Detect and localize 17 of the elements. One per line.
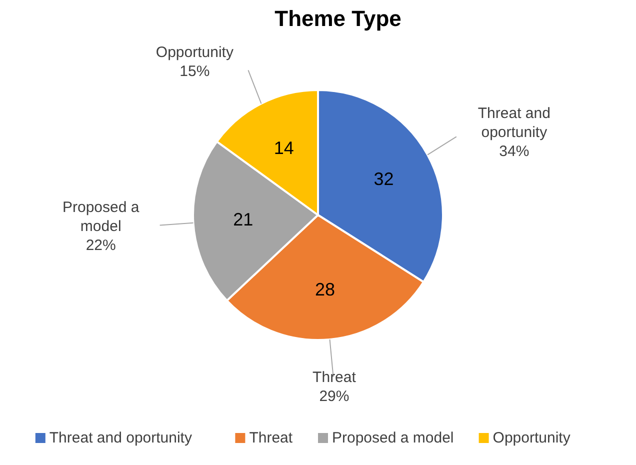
slice-label: Proposed a model <box>62 198 140 235</box>
legend-label: Proposed a model <box>332 430 454 446</box>
text: 32 <box>374 168 394 189</box>
chart-title: Theme Type <box>274 6 402 31</box>
text: 14 <box>274 138 294 158</box>
slice-label: Opportunity <box>156 44 234 61</box>
data-label: 29% <box>319 388 350 406</box>
legend-label: Threat <box>249 430 294 446</box>
data-label: 34% <box>499 142 530 160</box>
legend-label: Opportunity <box>492 430 571 446</box>
slice-label: Threat and oportunity <box>478 104 550 141</box>
text: 21 <box>233 210 254 230</box>
data-label: 22% <box>86 236 116 254</box>
legend-label: Threat and oportunity <box>49 430 192 446</box>
slice-label: Threat <box>312 369 357 386</box>
text: 28 <box>315 280 336 300</box>
data-label: 15% <box>180 62 210 80</box>
